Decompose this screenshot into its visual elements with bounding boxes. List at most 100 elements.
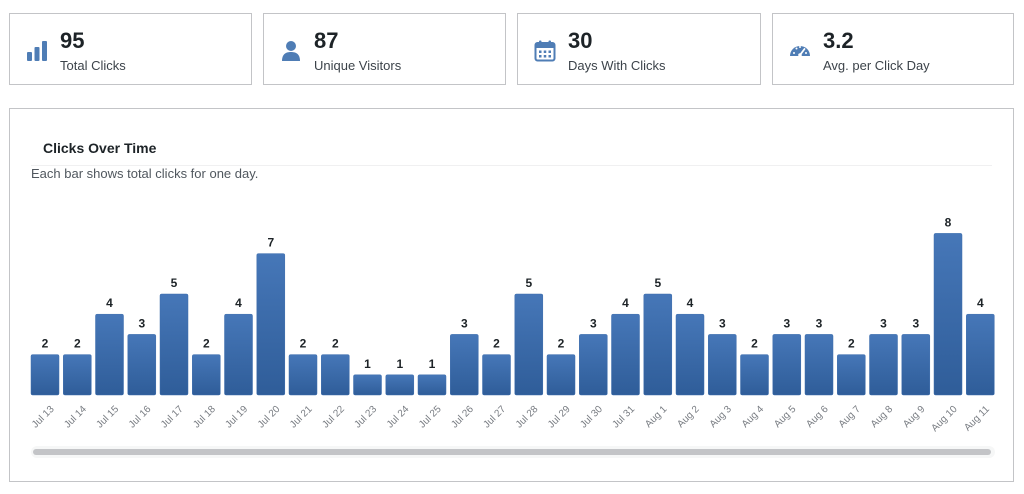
x-tick-label: Jul 26 [449,404,476,431]
x-tick-label: Aug 4 [740,404,767,431]
x-tick-label: Jul 27 [482,404,509,431]
x-tick-label: Jul 25 [417,404,444,431]
chart-bar[interactable] [514,293,544,396]
chart-bar[interactable] [353,374,382,396]
chart-bar[interactable] [901,334,931,396]
panel-title: Clicks Over Time [43,140,157,156]
chart-bar[interactable] [63,354,92,396]
chart-bar[interactable] [546,354,576,396]
bar-data-label: 4 [106,296,113,310]
chart-bar[interactable] [643,293,673,396]
bar-data-label: 3 [590,316,597,330]
stat-value: 30 [568,28,593,53]
x-tick-label: Jul 16 [127,404,154,431]
x-tick-label: Jul 21 [288,404,315,431]
x-tick-label: Jul 30 [578,404,605,431]
bar-data-label: 2 [74,337,81,351]
chart-bar[interactable] [30,354,60,396]
bar-data-label: 3 [880,316,887,330]
bar-data-label: 2 [848,337,855,351]
x-tick-label: Jul 24 [385,404,412,431]
x-tick-label: Jul 19 [224,404,251,431]
x-tick-label: Jul 13 [30,404,57,431]
bar-data-label: 2 [300,337,307,351]
chart-bar[interactable] [837,354,866,396]
bar-data-label: 4 [687,296,694,310]
chart-bar[interactable] [288,354,318,396]
x-tick-label: Jul 18 [191,404,218,431]
x-tick-label: Jul 20 [256,404,283,431]
stat-label: Unique Visitors [314,58,402,73]
x-tick-label: Jul 14 [62,404,89,431]
bar-data-label: 2 [751,337,758,351]
x-tick-label: Aug 6 [804,404,831,431]
clicks-over-time-panel: Clicks Over Time Each bar shows total cl… [9,108,1014,482]
x-tick-label: Jul 23 [353,404,380,431]
bar-data-label: 4 [977,296,984,310]
bar-data-label: 5 [654,276,661,290]
panel-divider [31,165,992,166]
chart-bar[interactable] [482,354,511,396]
bar-data-label: 4 [235,296,242,310]
chart-bar[interactable] [95,313,124,396]
bar-data-label: 3 [912,316,919,330]
stat-card-avg-per-click-day: 3.2 Avg. per Click Day [772,13,1014,85]
x-tick-label: Jul 15 [95,404,122,431]
clicks-bar-chart: 2 Jul 13 2 Jul 14 4 Jul 15 3 Jul 16 5 Jul 17 2 Jul … [30,215,995,434]
x-tick-label: Aug 2 [675,404,702,431]
chart-bar[interactable] [708,334,737,396]
stat-value: 87 [314,28,339,53]
chart-bar[interactable] [579,334,608,396]
chart-scrollbar-thumb[interactable] [33,449,991,455]
bar-data-label: 1 [429,357,436,371]
chart-bar[interactable] [740,354,769,396]
chart-bar[interactable] [933,233,963,396]
chart-bar[interactable] [966,313,995,396]
x-tick-label: Jul 29 [546,404,573,431]
bar-data-label: 2 [42,337,49,351]
bar-data-label: 3 [816,316,823,330]
bar-data-label: 2 [203,337,210,351]
bar-data-label: 3 [461,316,468,330]
chart-bar[interactable] [159,293,189,396]
stat-value: 95 [60,28,85,53]
chart-bar[interactable] [192,354,221,396]
stat-card-days-with-clicks: 30 Days With Clicks [517,13,761,85]
stat-label: Days With Clicks [568,58,666,73]
bar-data-label: 8 [945,215,952,229]
chart-bar[interactable] [417,374,447,396]
person-icon [282,41,300,61]
bar-data-label: 2 [332,337,339,351]
chart-bar[interactable] [224,313,253,396]
stat-card-unique-visitors: 87 Unique Visitors [263,13,506,85]
x-tick-label: Aug 11 [962,404,992,434]
bar-data-label: 4 [622,296,629,310]
x-tick-label: Aug 7 [837,404,864,431]
stat-label: Total Clicks [60,58,126,73]
chart-bar[interactable] [869,334,898,396]
chart-bar[interactable] [804,334,834,396]
x-tick-label: Aug 10 [929,404,959,434]
bar-data-label: 2 [558,337,565,351]
bar-data-label: 1 [396,357,403,371]
x-tick-label: Aug 1 [643,404,670,431]
bar-data-label: 2 [493,337,500,351]
chart-bar[interactable] [127,334,157,396]
calendar-icon [534,40,556,62]
bar-data-label: 1 [364,357,371,371]
x-tick-label: Aug 5 [772,404,799,431]
chart-bar[interactable] [256,253,286,396]
chart-bar[interactable] [450,334,479,396]
x-tick-label: Aug 9 [901,404,928,431]
x-tick-label: Jul 28 [514,404,541,431]
bar-data-label: 3 [138,316,145,330]
chart-bar[interactable] [321,354,350,396]
x-tick-label: Jul 22 [320,404,347,431]
chart-bar[interactable] [675,313,705,396]
chart-scrollbar[interactable] [31,446,995,458]
chart-bar[interactable] [385,374,415,396]
chart-bar[interactable] [611,313,640,396]
chart-bar[interactable] [772,334,802,396]
bar-data-label: 5 [171,276,178,290]
bar-data-label: 3 [783,316,790,330]
